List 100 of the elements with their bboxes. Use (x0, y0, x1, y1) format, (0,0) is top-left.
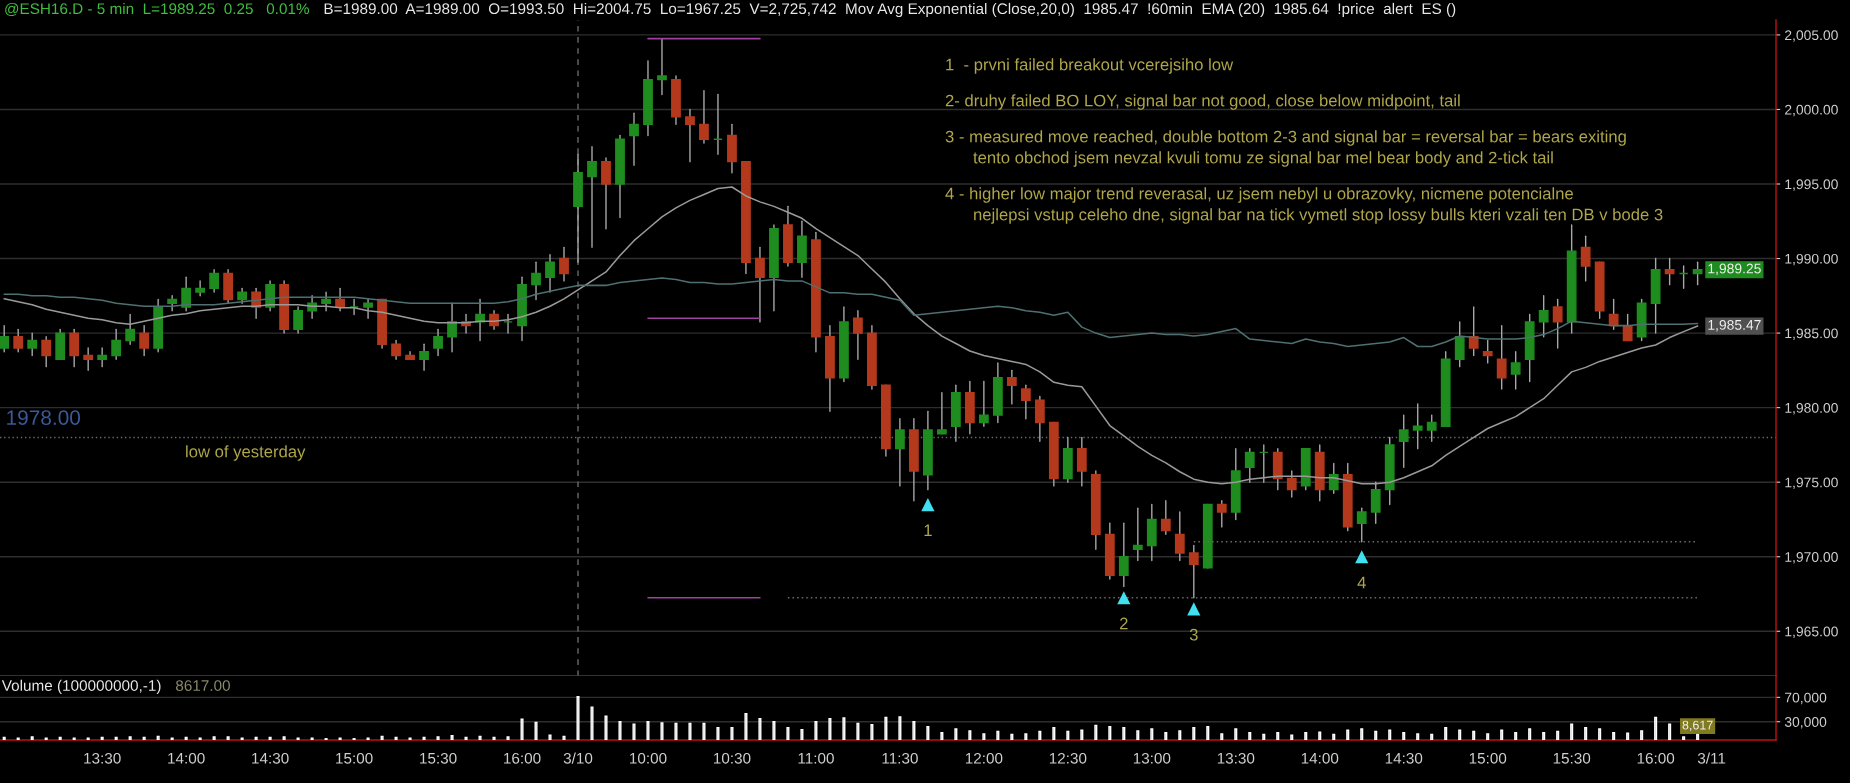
x-tick-label: 15:30 (1553, 752, 1591, 764)
y-tick-label: 1,985.00 (1785, 328, 1838, 340)
candlestick (1608, 298, 1619, 331)
x-tick-label: 15:30 (420, 752, 457, 764)
annotation: 4 - higher low major trend reverasal, uz jsem nebyl u obrazovky, nicmene potencialne nejlepsi vstup celeho dne, signal bar na tick vymetl stop lossy bulls kteri vzali ten DB v bode 3 (945, 187, 1663, 224)
candlestick (1496, 324, 1507, 390)
candlestick (1454, 321, 1465, 368)
x-tick-label: 10:30 (714, 752, 751, 764)
y-tick-label: 1,970.00 (1785, 552, 1838, 564)
candlestick (69, 328, 80, 368)
x-tick-label: 12:30 (1049, 752, 1087, 764)
x-tick-label: 16:00 (504, 752, 541, 764)
candlestick (447, 302, 457, 353)
x-tick-label: 11:00 (798, 752, 834, 764)
y-tick-label: 30,000 (1784, 717, 1827, 729)
point (1187, 602, 1201, 616)
x-tick-label: 10:00 (630, 752, 667, 764)
candlestick (1692, 261, 1703, 286)
candlestick (657, 37, 667, 96)
candlestick (181, 276, 192, 312)
x-tick-label: 12:00 (965, 752, 1003, 764)
candlestick (559, 246, 569, 282)
point (921, 497, 935, 512)
candlestick (13, 328, 24, 353)
candlestick (1622, 313, 1633, 342)
x-tick-label: 16:00 (1637, 752, 1675, 764)
y-tick-label: 2,000.00 (1785, 104, 1838, 117)
candlestick (1216, 500, 1227, 528)
candlestick (363, 298, 373, 319)
y-tick-label: 1,975.00 (1785, 477, 1838, 489)
y-tick-label: 1,980.00 (1785, 402, 1838, 415)
text: 1,989.25 (1708, 263, 1761, 276)
candlestick (601, 157, 611, 230)
candlestick (321, 291, 331, 312)
candlestick (27, 332, 38, 357)
x-tick-label: 11:30 (882, 752, 918, 764)
x-tick-label: 15:00 (1469, 752, 1507, 764)
candlestick (41, 336, 52, 368)
candlestick (419, 343, 429, 372)
candlestick (1370, 481, 1381, 524)
y-tick-label: 2,005.00 (1785, 30, 1838, 42)
candlestick (1328, 462, 1339, 495)
point (1355, 550, 1369, 564)
candlestick (433, 328, 443, 357)
y-tick-label: 1,965.00 (1785, 626, 1838, 639)
point (1117, 591, 1131, 605)
candlestick (125, 313, 136, 345)
candlestick (755, 246, 765, 323)
series-label: 1 (924, 524, 932, 537)
candlestick (1426, 414, 1437, 442)
chart-title: Volume (100000000,-1) (1, 679, 161, 694)
series-label: 4 (1357, 576, 1366, 589)
candlestick (629, 112, 639, 167)
x-tick-label: 13:30 (1217, 752, 1255, 764)
annotation: 2- druhy failed BO LOY, signal bar not good, close below midpoint, tail (945, 94, 1460, 110)
candlestick (1006, 369, 1017, 405)
ref-line-label: 1978.00 (7, 410, 81, 425)
candlestick (209, 269, 220, 293)
candlestick (1076, 436, 1087, 487)
candlestick (1020, 384, 1031, 420)
series-label: 2 (1120, 617, 1128, 630)
candlestick (335, 287, 345, 312)
candlestick (139, 324, 150, 357)
x-tick-label: 14:30 (252, 752, 289, 764)
candlestick (1174, 511, 1185, 562)
candlestick (531, 261, 541, 301)
candlestick (1398, 414, 1409, 468)
x-tick-label: 13:30 (84, 752, 121, 764)
x-tick-label: 14:00 (1301, 752, 1339, 764)
candlestick (1356, 507, 1367, 543)
annotation: 3 - measured move reached, double bottom 2-3 and signal bar = reversal bar = bears exiting tento obchod jsem nevzal kvuli tomu ze signal bar mel bear body and 2-tick tail (945, 130, 1626, 167)
candlestick (1664, 257, 1675, 286)
candlestick (1118, 522, 1129, 588)
x-tick-label: 15:00 (336, 752, 373, 764)
candlestick (1580, 235, 1591, 282)
candlestick (1552, 298, 1563, 349)
annotation: 1 - prvni failed breakout vcerejsiho low (946, 58, 1234, 74)
chart-title: @ESH16.D - 5 min L=1989.25 0.25 0.01% (5, 2, 309, 17)
candlestick (1132, 507, 1143, 562)
candlestick (1286, 470, 1297, 498)
chart-subtitle: 8617.00 (176, 680, 230, 691)
candlestick (1510, 351, 1521, 390)
chart-subtitle: B=1989.00 A=1989.00 O=1993.50 Hi=2004.75 Lo=1967.25 V=2,725,742 Mov Avg Exponential (Close,20,0) 1985.47 !60min EMA (20) 1985.64 !price alert ES () (324, 2, 1456, 18)
candlestick (1244, 447, 1255, 483)
candlestick (978, 380, 989, 427)
x-tick-label: 3/10 (563, 752, 593, 764)
candlestick (1034, 395, 1045, 442)
y-tick-label: 1,990.00 (1785, 253, 1838, 266)
candlestick (391, 339, 401, 360)
candlestick (685, 108, 695, 163)
candlestick (853, 310, 863, 360)
candlestick (545, 254, 555, 293)
x-tick-label: 14:00 (168, 752, 205, 764)
x-tick-label: 3/11 (1697, 752, 1726, 764)
y-tick-label: 1,995.00 (1785, 179, 1838, 191)
candlestick (1188, 544, 1199, 599)
candlestick (1538, 295, 1549, 338)
candlestick (699, 90, 709, 144)
data-label: 1,985.47 (1708, 319, 1761, 332)
x-tick-label: 13:00 (1133, 752, 1171, 764)
